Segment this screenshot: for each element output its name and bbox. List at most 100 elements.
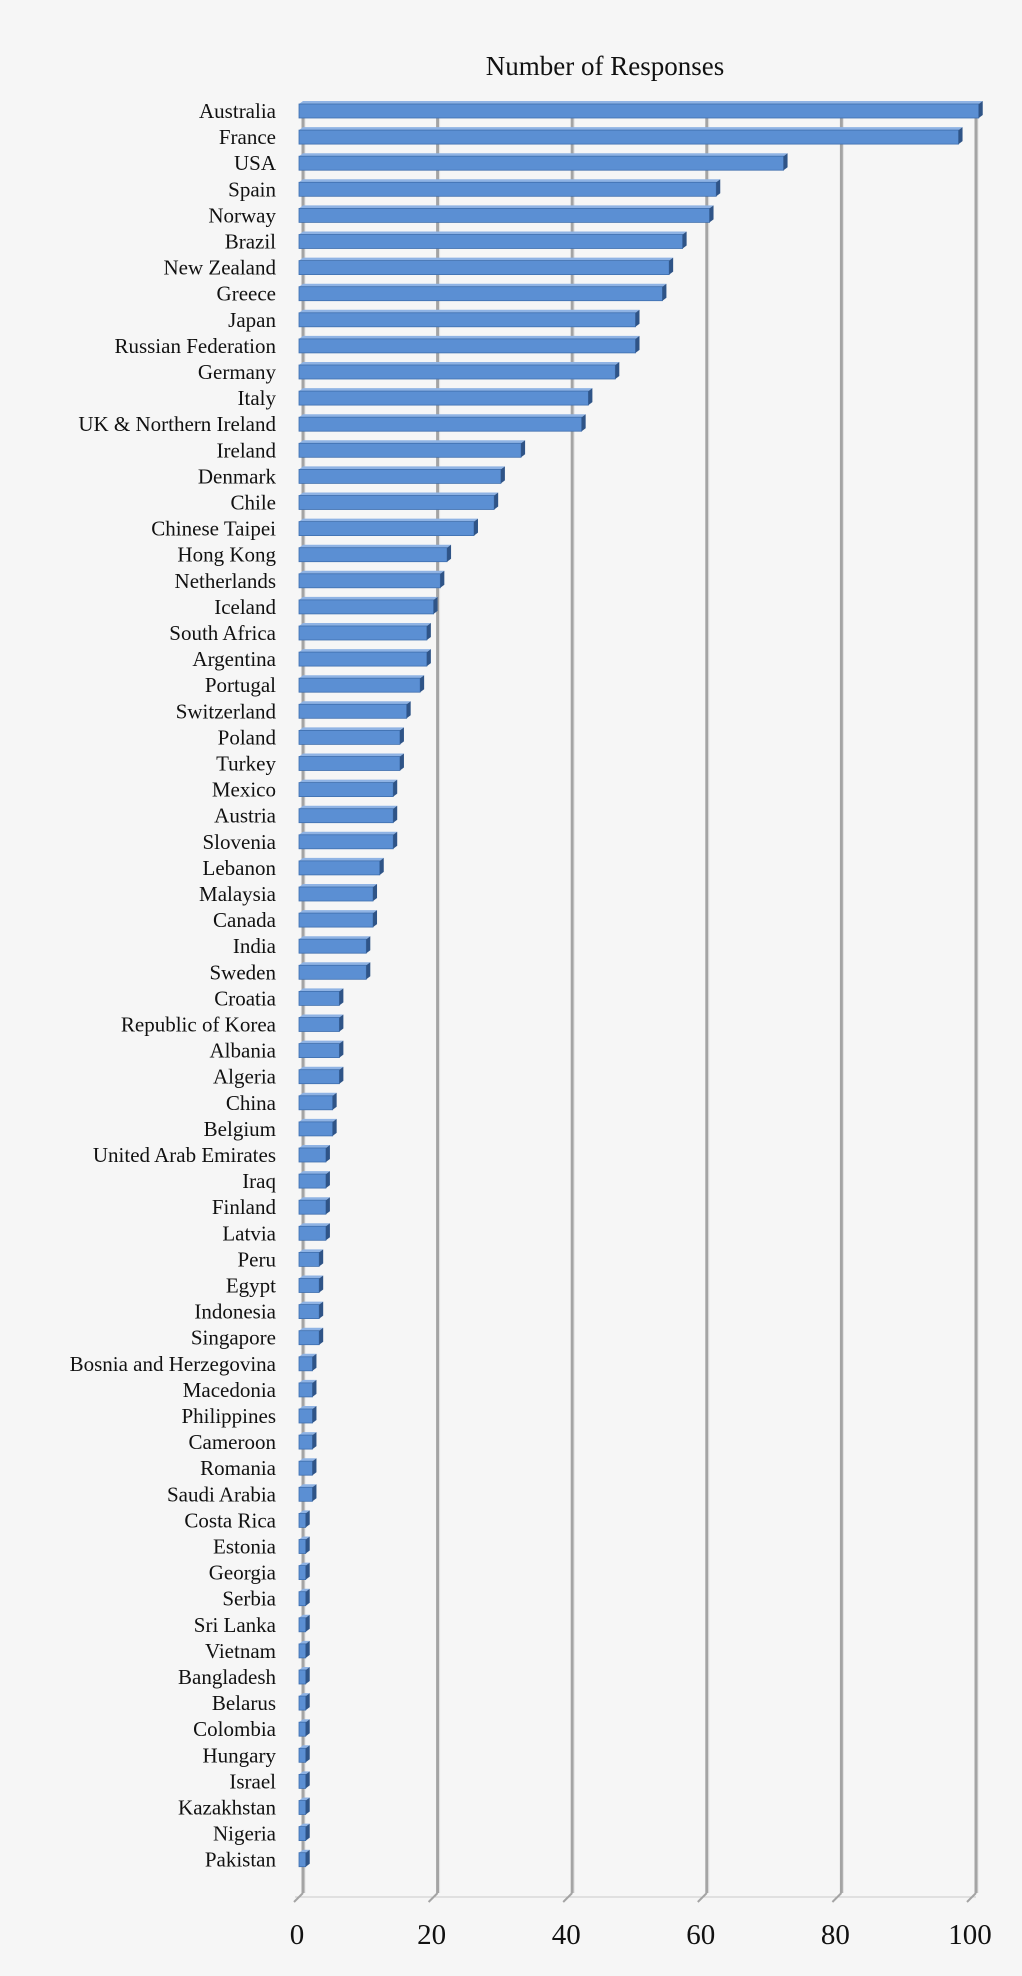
category-label: Georgia	[209, 1561, 277, 1585]
bar	[298, 1849, 310, 1868]
bar-end	[319, 1327, 324, 1345]
category-label: Turkey	[216, 752, 276, 776]
gridline-foot	[562, 1892, 573, 1903]
x-axis-ticks: 0 20 40 60 80 100	[290, 1919, 992, 1951]
bar-front	[298, 1173, 327, 1189]
category-label: Romania	[200, 1456, 276, 1480]
bar-end	[319, 1249, 324, 1267]
bar-front	[298, 964, 367, 980]
bar-front	[298, 416, 583, 432]
bar	[298, 257, 674, 276]
bar-end	[615, 362, 620, 379]
bar-end	[635, 335, 640, 353]
category-label: Finland	[212, 1195, 277, 1219]
bar-front	[298, 1382, 313, 1398]
bar-end	[305, 1588, 310, 1606]
bar-end	[420, 675, 425, 693]
bar-end	[366, 962, 371, 980]
bar-top	[299, 153, 788, 157]
bar-end	[447, 544, 452, 562]
bar	[298, 388, 593, 406]
bar	[298, 857, 384, 876]
bar-end	[426, 649, 431, 667]
category-label: Kazakhstan	[178, 1796, 276, 1820]
bar	[298, 1223, 330, 1241]
bar-top	[299, 1849, 310, 1853]
category-label: Croatia	[214, 986, 276, 1010]
category-label: Sri Lanka	[194, 1613, 277, 1637]
gridline-foot	[427, 1892, 439, 1903]
bar-front	[298, 312, 636, 328]
category-label: Malaysia	[199, 882, 277, 906]
bar-top	[299, 1145, 330, 1148]
bar-top	[299, 1353, 317, 1357]
bar-end	[339, 1040, 344, 1058]
bar-top	[299, 127, 963, 131]
category-label: South Africa	[169, 621, 276, 645]
bar	[298, 1014, 344, 1032]
bar	[298, 962, 371, 980]
bar-top	[299, 623, 431, 626]
bar-top	[299, 440, 526, 444]
bar-end	[312, 1484, 317, 1502]
bar-top	[299, 649, 431, 653]
bar-top	[299, 701, 411, 705]
bar-front	[298, 573, 441, 589]
bar	[298, 127, 963, 145]
category-label: Portugal	[205, 673, 276, 697]
bar-top	[299, 466, 505, 470]
bar-top	[299, 388, 593, 392]
bar	[298, 884, 378, 902]
bar	[298, 1562, 310, 1580]
bar	[298, 231, 687, 249]
category-label: Chinese Taipei	[151, 517, 276, 541]
bar	[298, 1171, 330, 1189]
bar-front	[298, 390, 589, 406]
bar-front	[298, 155, 784, 171]
bar-top	[299, 857, 384, 861]
bar-end	[662, 283, 667, 301]
bar-front	[298, 1330, 320, 1346]
bar-front	[298, 1539, 307, 1554]
bar-front	[298, 495, 495, 510]
bar-top	[299, 231, 687, 235]
category-label: Canada	[213, 908, 277, 932]
category-label: Germany	[198, 360, 277, 384]
bar-front	[298, 286, 663, 302]
bar	[298, 1510, 310, 1528]
bar-end	[379, 857, 384, 875]
bar-front	[298, 1486, 313, 1502]
bar	[298, 1771, 310, 1789]
bar	[298, 1327, 324, 1346]
bar-front	[298, 1252, 320, 1267]
bars	[298, 101, 983, 1868]
category-label: Russian Federation	[114, 334, 276, 358]
bar-end	[312, 1432, 317, 1450]
bar-front	[298, 782, 394, 797]
bar-end	[635, 309, 640, 327]
bar-top	[299, 1536, 310, 1540]
bar-end	[305, 1823, 310, 1841]
bar-front	[298, 1095, 334, 1111]
bar-end	[373, 884, 378, 901]
bar	[298, 753, 404, 771]
bar-top	[299, 779, 398, 783]
gridline-foot	[293, 1892, 304, 1903]
bar	[298, 1118, 337, 1137]
category-label: Iraq	[242, 1169, 276, 1193]
bar-top	[299, 362, 620, 365]
bar-front	[298, 1069, 340, 1085]
category-label: Mexico	[212, 778, 276, 802]
bar-front	[298, 468, 502, 484]
category-label: Switzerland	[176, 699, 277, 723]
bar-end	[393, 779, 398, 797]
bar-top	[299, 805, 398, 809]
bar	[298, 727, 404, 745]
bar-end	[339, 1066, 344, 1084]
bar	[298, 701, 411, 719]
bar	[298, 1745, 310, 1763]
category-label: Australia	[199, 99, 277, 123]
bar-top	[299, 1275, 324, 1279]
bar	[298, 440, 526, 458]
